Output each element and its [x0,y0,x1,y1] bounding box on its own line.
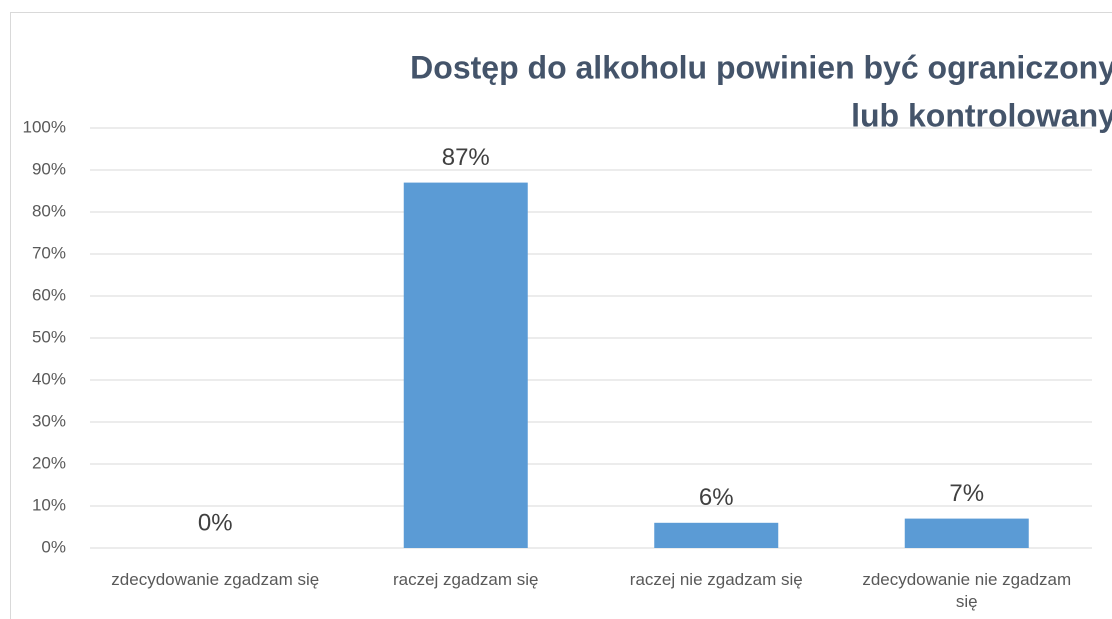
y-tick-label: 60% [32,285,66,304]
y-tick-label: 100% [23,117,66,136]
y-tick-label: 30% [32,411,66,430]
data-label: 6% [699,484,734,511]
data-label: 87% [442,144,490,171]
y-tick-label: 10% [32,495,66,514]
x-tick-label: raczej nie zgadzam się [629,570,803,589]
y-tick-label: 0% [41,537,66,556]
data-label: 7% [949,480,984,507]
x-tick-label: zdecydowanie zgadzam się [111,570,320,589]
y-tick-label: 80% [32,201,66,220]
bar [904,518,1029,548]
chart-title: lub kontrolowany [851,97,1112,133]
y-tick-label: 20% [32,453,66,472]
y-tick-label: 70% [32,243,66,262]
data-label: 0% [198,509,233,536]
chart-title: Dostęp do alkoholu powinien być ogranicz… [410,49,1112,85]
bar [403,182,528,548]
y-tick-label: 90% [32,159,66,178]
x-tick-label: raczej zgadzam się [392,570,539,589]
x-tick-label: zdecydowanie nie zgadzam się [862,570,1072,611]
bar [654,522,779,548]
y-tick-label: 50% [32,327,66,346]
chart-border [10,12,1112,619]
y-tick-label: 40% [32,369,66,388]
